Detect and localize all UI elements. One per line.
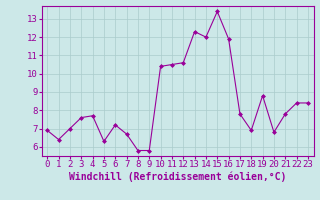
X-axis label: Windchill (Refroidissement éolien,°C): Windchill (Refroidissement éolien,°C) — [69, 172, 286, 182]
